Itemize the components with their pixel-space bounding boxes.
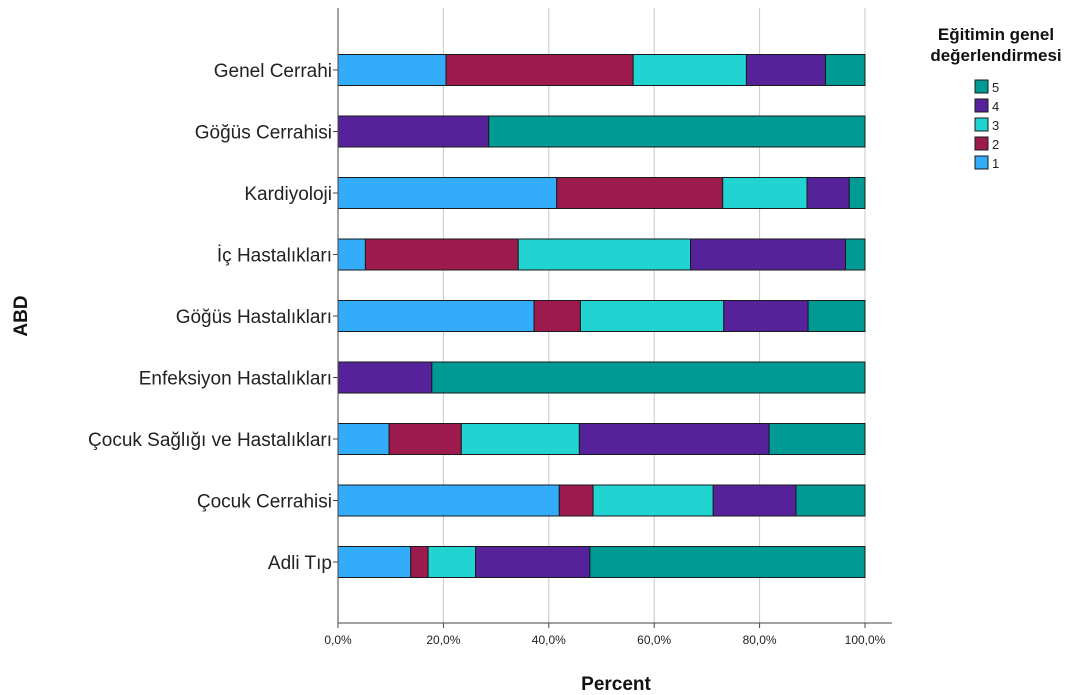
bar-row bbox=[337, 54, 866, 86]
category-label: Çocuk Cerrahisi bbox=[197, 492, 332, 513]
category-label: Adli Tıp bbox=[268, 553, 332, 574]
bar-segment-1 bbox=[337, 238, 366, 271]
bar-row bbox=[337, 546, 866, 578]
bar-segment-4 bbox=[806, 177, 850, 209]
bar-segment-5 bbox=[795, 484, 866, 517]
bar-segment-1 bbox=[337, 423, 390, 455]
legend-title-line1: Eğitimin genel bbox=[938, 25, 1054, 44]
bar-row bbox=[337, 361, 866, 394]
x-tick-labels: 0,0% 20,0% 40,0% 60,0% 80,0% 100,0% bbox=[324, 623, 886, 647]
bar-segment-4 bbox=[712, 484, 797, 517]
bar-row bbox=[337, 177, 866, 209]
legend-label: 4 bbox=[992, 99, 999, 114]
bar-segment-3 bbox=[460, 423, 580, 455]
x-tick-label: 60,0% bbox=[637, 633, 671, 647]
bar-segment-1 bbox=[337, 546, 412, 578]
legend-swatch bbox=[974, 98, 989, 113]
bar-segment-5 bbox=[431, 361, 866, 394]
legend-item: 4 bbox=[974, 98, 999, 114]
bar-segment-1 bbox=[337, 484, 560, 517]
legend-swatch bbox=[974, 117, 989, 132]
bar-row bbox=[337, 484, 866, 517]
x-tick-label: 40,0% bbox=[532, 633, 566, 647]
bar-segment-5 bbox=[807, 300, 866, 332]
bar-segment-2 bbox=[533, 300, 581, 332]
bar-segment-4 bbox=[475, 546, 591, 578]
category-label: Genel Cerrahi bbox=[214, 61, 332, 82]
bar-segment-4 bbox=[723, 300, 809, 332]
bar-segment-5 bbox=[845, 238, 866, 271]
bar-segment-2 bbox=[558, 484, 594, 517]
bar-segment-1 bbox=[337, 177, 558, 209]
y-axis-title: ABD bbox=[11, 295, 32, 336]
bar-segment-4 bbox=[337, 115, 490, 148]
legend-label: 3 bbox=[992, 118, 999, 133]
bar-segment-4 bbox=[690, 238, 847, 271]
legend-label: 2 bbox=[992, 137, 999, 152]
bar-segment-2 bbox=[556, 177, 724, 209]
legend-item: 3 bbox=[974, 117, 999, 133]
category-labels: Genel Cerrahi Göğüs Cerrahisi Kardiyoloji İ… bbox=[88, 61, 338, 574]
legend: Eğitimin genel değerlendirmesi 5 4 3 2 1 bbox=[930, 25, 1061, 171]
legend-label: 5 bbox=[992, 80, 999, 95]
bar-segment-3 bbox=[632, 54, 747, 86]
bar-segment-3 bbox=[592, 484, 714, 517]
bar-segment-3 bbox=[579, 300, 725, 332]
bar-segment-5 bbox=[824, 54, 866, 86]
category-label: Kardiyoloji bbox=[244, 184, 332, 205]
category-label: Enfeksiyon Hastalıkları bbox=[139, 369, 332, 390]
bar-segment-5 bbox=[848, 177, 866, 209]
bar-segment-4 bbox=[578, 423, 770, 455]
category-label: İç Hastalıkları bbox=[217, 246, 332, 267]
bar-row bbox=[337, 423, 866, 455]
legend-item: 2 bbox=[974, 136, 999, 152]
bar-row bbox=[337, 115, 866, 148]
bar-segment-2 bbox=[445, 54, 634, 86]
bar-segment-5 bbox=[768, 423, 866, 455]
bar-segment-3 bbox=[427, 546, 477, 578]
bar-segment-2 bbox=[410, 546, 429, 578]
legend-swatch bbox=[974, 155, 989, 170]
x-axis-title: Percent bbox=[581, 674, 651, 695]
bar-segment-3 bbox=[722, 177, 808, 209]
legend-label: 1 bbox=[992, 156, 999, 171]
category-label: Göğüs Hastalıkları bbox=[176, 307, 332, 328]
x-tick-label: 80,0% bbox=[743, 633, 777, 647]
bar-segment-5 bbox=[488, 115, 866, 148]
bars bbox=[337, 54, 866, 578]
bar-segment-1 bbox=[337, 54, 447, 86]
x-tick-label: 100,0% bbox=[845, 633, 886, 647]
category-label: Göğüs Cerrahisi bbox=[195, 123, 332, 144]
x-tick-label: 0,0% bbox=[324, 633, 352, 647]
legend-swatch bbox=[974, 136, 989, 151]
legend-item: 5 bbox=[974, 79, 999, 95]
bar-segment-4 bbox=[745, 54, 826, 86]
bar-segment-1 bbox=[337, 300, 535, 332]
legend-title-line2: değerlendirmesi bbox=[930, 46, 1061, 65]
x-tick-label: 20,0% bbox=[426, 633, 460, 647]
bar-row bbox=[337, 238, 866, 271]
category-label: Çocuk Sağlığı ve Hastalıkları bbox=[88, 430, 332, 451]
bar-segment-4 bbox=[337, 361, 433, 394]
bar-segment-3 bbox=[517, 238, 692, 271]
bar-segment-5 bbox=[589, 546, 866, 578]
legend-items: 5 4 3 2 1 bbox=[974, 79, 999, 171]
bar-segment-2 bbox=[364, 238, 519, 271]
bar-row bbox=[337, 300, 866, 332]
legend-item: 1 bbox=[974, 155, 999, 171]
bar-segment-2 bbox=[388, 423, 462, 455]
legend-swatch bbox=[974, 79, 989, 94]
